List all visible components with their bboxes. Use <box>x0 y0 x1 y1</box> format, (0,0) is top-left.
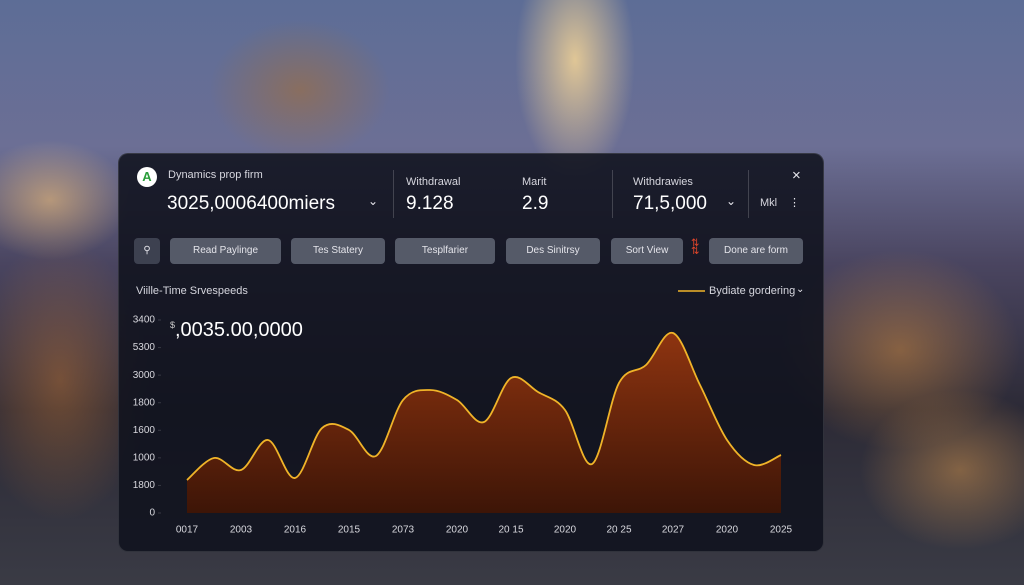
legend-label[interactable]: Bydiate gordering <box>709 285 796 297</box>
sort-icon[interactable]: ⇅ ⇅ <box>691 238 700 257</box>
x-tick-label: 2027 <box>662 525 685 536</box>
x-tick-label: 2015 <box>338 525 361 536</box>
toolbar-button[interactable]: Des Sinitrsy <box>506 238 600 264</box>
headline-value: ,0035.00,0000 <box>175 319 303 341</box>
stat-label: Withdrawies <box>633 176 693 188</box>
y-tick-label: 3000 <box>133 370 156 381</box>
x-tick-label: 2020 <box>554 525 577 536</box>
y-tick-label: 0 <box>149 508 155 519</box>
y-tick-label: 1800 <box>133 480 156 491</box>
account[interactable]: 3025,0006400miers <box>167 193 335 214</box>
y-tick-label: 1800 <box>133 397 156 408</box>
x-tick-label: 0017 <box>176 525 199 536</box>
stat-label: Withdrawal <box>406 176 461 188</box>
menu[interactable]: Mkl <box>760 197 778 209</box>
x-tick-label: 2020 <box>446 525 469 536</box>
chevron[interactable]: ⌄ <box>796 284 805 295</box>
x-tick-label: 2003 <box>230 525 253 536</box>
x-tick-label: 2016 <box>284 525 307 536</box>
chart-title: Viille-Time Srvespeeds <box>136 285 248 297</box>
toolbar-button[interactable]: Tesplfarier <box>395 238 495 264</box>
chevron[interactable]: ⌄ <box>726 194 737 208</box>
divider <box>393 170 394 218</box>
x-tick-label: 2020 <box>716 525 739 536</box>
y-tick-label: 3400 <box>133 315 156 326</box>
currency: $ <box>170 320 176 330</box>
logo: A <box>137 167 157 187</box>
x-tick-label: 2025 <box>770 525 793 536</box>
brand: Dynamics prop firm <box>168 169 263 181</box>
close-button[interactable]: × <box>792 167 801 184</box>
x-tick-label: 20 15 <box>498 525 523 536</box>
toolbar-button[interactable]: Read Paylinge <box>170 238 281 264</box>
stat-label: Marit <box>522 176 547 188</box>
chevron[interactable]: ⌄ <box>368 194 379 208</box>
search-button[interactable]: ⚲ <box>134 238 160 264</box>
y-tick-label: 1000 <box>133 452 156 463</box>
stat-value: 71,5,000 <box>633 193 707 214</box>
toolbar-button[interactable]: Tes Statery <box>291 238 385 264</box>
more-icon[interactable]: ⋮ <box>789 197 800 209</box>
toolbar-button[interactable]: Done are form <box>709 238 803 264</box>
y-tick-label: 1600 <box>133 425 156 436</box>
divider <box>612 170 613 218</box>
x-tick-label: 20 25 <box>606 525 631 536</box>
toolbar-button[interactable]: Sort View <box>611 238 683 264</box>
stat-value: 9.128 <box>406 193 454 214</box>
x-tick-label: 2073 <box>392 525 415 536</box>
y-tick-label: 5300 <box>133 342 156 353</box>
line <box>186 332 782 481</box>
stat-value: 2.9 <box>522 193 549 214</box>
divider <box>748 170 749 218</box>
